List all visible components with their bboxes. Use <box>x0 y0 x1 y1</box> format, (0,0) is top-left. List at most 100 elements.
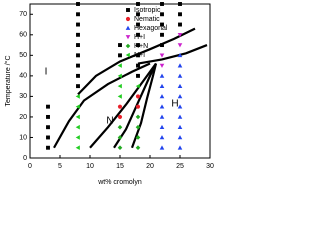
point <box>177 73 183 78</box>
point <box>135 83 140 89</box>
point <box>136 53 140 58</box>
point <box>75 114 80 120</box>
point <box>178 12 182 17</box>
x-tick-label: 10 <box>86 163 94 170</box>
point <box>117 135 123 140</box>
point <box>136 73 140 78</box>
point <box>75 104 80 109</box>
point <box>117 114 123 120</box>
point <box>46 125 50 130</box>
point <box>178 22 182 27</box>
chart: wt% cromolyn Temperature /°C I N H 0 5 10 1… <box>4 2 214 186</box>
point <box>76 53 80 58</box>
point <box>159 94 165 99</box>
legend-marker <box>125 16 131 22</box>
legend-label: H+I <box>134 34 145 41</box>
point <box>75 145 80 151</box>
region-label: I <box>45 67 48 78</box>
legend-marker <box>125 43 131 49</box>
y-tick-label: 0 <box>23 155 27 162</box>
point <box>160 43 164 48</box>
point <box>136 32 140 37</box>
point <box>76 43 80 48</box>
point <box>159 104 165 109</box>
point <box>177 32 183 38</box>
region-label: H <box>171 99 178 110</box>
legend-marker <box>125 35 131 40</box>
point <box>46 135 50 140</box>
point <box>76 84 80 89</box>
point <box>117 145 123 151</box>
point <box>76 32 80 37</box>
point <box>75 94 80 99</box>
x-tick-label: 0 <box>28 163 32 170</box>
point <box>117 94 122 99</box>
x-tick-label: 30 <box>206 163 214 170</box>
legend-marker <box>126 8 130 12</box>
y-axis-label: Temperature /°C <box>4 55 12 106</box>
point <box>135 94 141 99</box>
point <box>159 124 165 130</box>
point <box>117 63 122 68</box>
point <box>177 53 183 58</box>
point <box>177 63 183 68</box>
y-tick-label: 30 <box>19 93 27 100</box>
point <box>159 73 165 78</box>
legend-label: H+N <box>134 43 148 50</box>
legend-label: Isotropic <box>134 7 161 14</box>
y-tick-label: 60 <box>19 32 27 39</box>
legend-label: N+I <box>134 52 145 59</box>
point <box>136 43 140 48</box>
point <box>177 104 183 109</box>
point <box>160 2 164 6</box>
point <box>46 145 50 150</box>
point <box>136 2 140 6</box>
point <box>136 63 140 68</box>
legend-label: Nematic <box>134 16 160 23</box>
phase-boundary <box>113 63 157 149</box>
point <box>160 22 164 27</box>
point <box>160 12 164 17</box>
phase-boundary <box>53 62 151 149</box>
point <box>177 43 183 48</box>
point <box>159 53 165 58</box>
point <box>159 145 165 150</box>
point <box>135 114 141 120</box>
point <box>117 104 123 109</box>
legend-marker <box>125 52 130 58</box>
x-tick-label: 5 <box>58 163 62 170</box>
x-axis-label: wt% cromolyn <box>97 179 142 186</box>
y-tick-label: 20 <box>19 114 27 121</box>
point <box>177 145 183 150</box>
point <box>159 135 165 140</box>
y-tick-label: 50 <box>19 52 27 59</box>
point <box>75 135 80 140</box>
point <box>76 22 80 27</box>
point <box>178 2 182 6</box>
point <box>76 63 80 68</box>
x-tick-label: 25 <box>176 163 184 170</box>
point <box>135 104 141 109</box>
point <box>118 53 122 58</box>
point <box>118 43 122 48</box>
point <box>159 114 165 119</box>
point <box>136 22 140 27</box>
y-tick-label: 40 <box>19 73 27 80</box>
point <box>160 32 164 37</box>
point <box>75 124 80 130</box>
legend-marker <box>125 25 131 30</box>
point <box>159 83 165 88</box>
x-tick-label: 20 <box>146 163 154 170</box>
phase-boundary <box>77 27 196 96</box>
region-label: N <box>106 116 113 127</box>
y-tick-label: 70 <box>19 11 27 18</box>
point <box>177 114 183 119</box>
point <box>135 135 141 140</box>
point <box>177 124 183 130</box>
point <box>117 73 122 79</box>
point <box>117 83 122 89</box>
x-tick-label: 15 <box>116 163 124 170</box>
point <box>177 83 183 88</box>
point <box>177 94 183 99</box>
point <box>177 135 183 140</box>
